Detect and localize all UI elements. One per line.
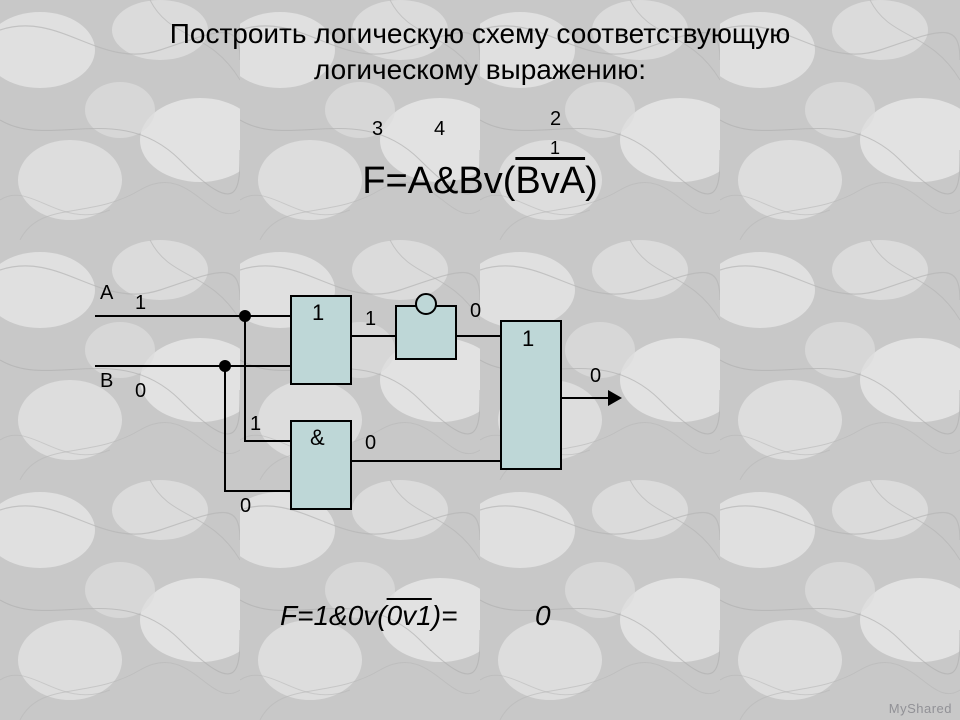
label-not-out: 0 [470, 300, 481, 323]
annot-4: 4 [434, 118, 445, 141]
not-bubble [415, 293, 437, 315]
result-mid: )= [432, 600, 458, 631]
label-or1-out: 1 [365, 308, 376, 331]
label-and-out: 0 [365, 432, 376, 455]
wire-B-down [224, 365, 226, 490]
gate-and-label: & [310, 425, 325, 451]
label-final-out: 0 [590, 365, 601, 388]
wire-A-in [95, 315, 290, 317]
wire-and-out [352, 460, 500, 462]
annot-2: 2 [550, 108, 561, 131]
title-line1: Построить логическую схему соответствующ… [0, 18, 960, 50]
wire-and-in-top [244, 440, 290, 442]
wire-or1-out [352, 335, 395, 337]
wire-B-in [95, 365, 290, 367]
label-and-in-bot: 0 [240, 495, 251, 518]
result-value: 0 [535, 600, 551, 632]
label-A: A [100, 282, 113, 305]
label-and-in-top: 1 [250, 413, 261, 436]
watermark: MyShared [889, 701, 952, 716]
formula-overlined: BvA [515, 160, 585, 202]
gate-or2-label: 1 [522, 326, 534, 352]
result-overlined: 0v1 [387, 600, 432, 631]
result-prefix: F=1&0v( [280, 600, 387, 631]
wire-not-out [457, 335, 500, 337]
main-formula: F=A&Bv(BvA) [0, 160, 960, 203]
result-formula: F=1&0v(0v1)= [280, 600, 457, 632]
annot-3: 3 [372, 118, 383, 141]
annot-1: 1 [550, 138, 560, 159]
value-A: 1 [135, 292, 146, 315]
wire-final [562, 397, 610, 399]
gate-or1-label: 1 [312, 300, 324, 326]
value-B: 0 [135, 380, 146, 403]
title-line2: логическому выражению: [0, 54, 960, 86]
wire-A-down [244, 315, 246, 440]
formula-suffix: ) [585, 160, 598, 202]
wire-and-in-bot [224, 490, 290, 492]
arrow-final [608, 390, 622, 406]
label-B: B [100, 370, 113, 393]
formula-prefix: F=A&Bv( [362, 160, 515, 202]
